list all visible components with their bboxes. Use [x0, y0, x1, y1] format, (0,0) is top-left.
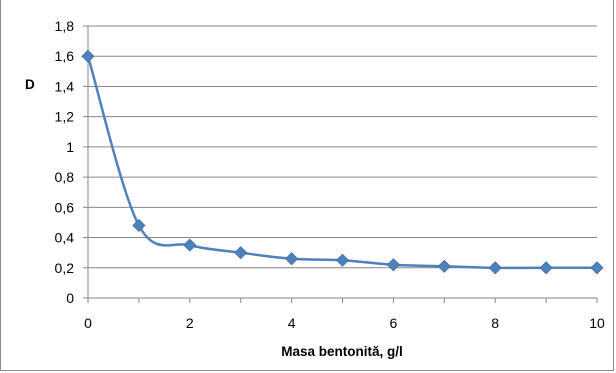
- y-tick-label: 0,6: [55, 199, 75, 215]
- data-point-marker: [285, 252, 299, 266]
- x-tick-labels: 0 2 4 6 8 10: [84, 315, 605, 331]
- y-tick-label: 0,2: [55, 260, 75, 276]
- series-line: [86, 55, 597, 270]
- axes: [83, 25, 598, 303]
- y-axis-label: D: [25, 77, 35, 92]
- y-tick-label: 1,2: [55, 109, 75, 125]
- series-group: [81, 49, 604, 275]
- y-tick-label: 1,4: [55, 78, 75, 94]
- y-tick-label: 1,8: [55, 18, 75, 34]
- data-point-marker: [132, 218, 146, 233]
- y-tick-label: 1: [66, 139, 74, 155]
- x-tick-label: 8: [491, 315, 499, 331]
- y-tick-label: 0: [66, 290, 74, 306]
- data-point-marker: [590, 261, 604, 275]
- x-tick-label: 6: [390, 315, 398, 331]
- y-tick-label: 0,4: [55, 230, 75, 246]
- data-point-marker: [183, 238, 197, 252]
- x-tick-label: 4: [288, 315, 296, 331]
- grid-lines: [88, 25, 597, 269]
- data-point-marker: [437, 259, 451, 273]
- x-tick-label: 0: [84, 315, 92, 331]
- data-point-marker: [81, 49, 95, 63]
- x-tick-label: 10: [589, 315, 605, 331]
- data-point-marker: [539, 261, 553, 275]
- y-tick-label: 0,8: [55, 169, 75, 185]
- data-point-marker: [386, 258, 400, 272]
- data-point-marker: [335, 253, 350, 267]
- x-tick-label: 2: [186, 315, 194, 331]
- y-tick-labels: 0 0,2 0,4 0,6 0,8 1 1,2 1,4 1,6 1,8: [55, 18, 75, 306]
- y-tick-label: 1,6: [55, 48, 75, 64]
- x-axis-label: Masa bentonită, g/l: [281, 344, 403, 359]
- data-point-marker: [234, 246, 248, 260]
- data-point-marker: [488, 261, 502, 275]
